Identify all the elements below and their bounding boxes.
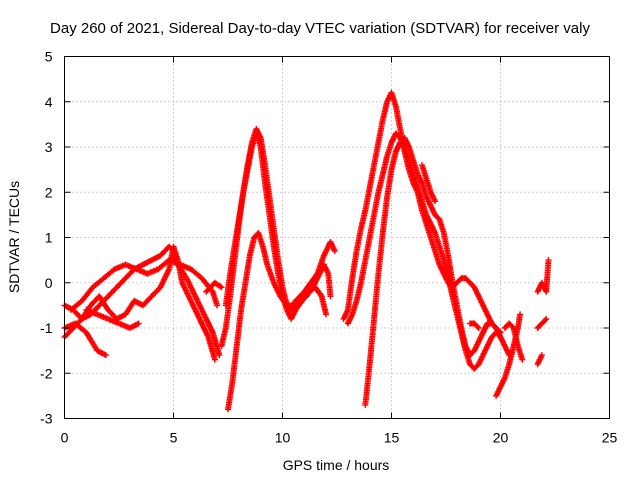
- series-arc-n: [467, 320, 482, 331]
- series-arc-i: [218, 130, 330, 350]
- plus-markers: [467, 320, 482, 331]
- series-arc-c: [61, 243, 223, 359]
- axis-ticks: 0 5 10 15 20 25 -3 -2 -1 0 1 2 3 4 5: [40, 49, 617, 446]
- plus-markers: [203, 279, 225, 295]
- series-arc-s: [534, 257, 552, 295]
- plus-markers: [534, 257, 552, 295]
- y-tick-label: 4: [45, 94, 53, 110]
- plus-markers: [534, 352, 545, 368]
- series-arc-m: [419, 162, 439, 205]
- plus-markers: [534, 315, 550, 331]
- y-tick-label: 3: [45, 139, 53, 155]
- plus-markers: [419, 162, 439, 205]
- y-tick-label: 0: [45, 275, 53, 291]
- plus-markers: [61, 243, 218, 363]
- plus-markers: [218, 130, 330, 350]
- series-arc-q: [534, 352, 545, 368]
- x-tick-label: 5: [170, 430, 178, 446]
- series-arc-f: [203, 279, 225, 295]
- plus-markers: [340, 89, 504, 336]
- plus-markers: [61, 243, 223, 359]
- y-tick-label: 1: [45, 230, 53, 246]
- series-arc-j: [340, 89, 504, 336]
- y-tick-label: 2: [45, 184, 53, 200]
- series-arc-r: [534, 315, 550, 331]
- x-tick-label: 25: [602, 430, 618, 446]
- x-axis-label: GPS time / hours: [283, 457, 390, 473]
- plus-markers: [61, 320, 109, 359]
- y-tick-label: -2: [40, 365, 53, 381]
- series-arc-b: [61, 320, 109, 359]
- chart-title: Day 260 of 2021, Sidereal Day-to-day VTE…: [50, 20, 590, 37]
- y-tick-label: -3: [40, 411, 53, 427]
- plus-markers: [501, 320, 526, 363]
- y-tick-label: 5: [45, 49, 53, 65]
- data-points: [61, 89, 552, 413]
- series-arc-p: [501, 320, 526, 363]
- series-arc-h: [225, 230, 334, 413]
- series-arc-a: [61, 243, 218, 363]
- x-tick-label: 15: [384, 430, 400, 446]
- plus-markers: [362, 134, 513, 408]
- series-arc-e: [83, 306, 142, 331]
- x-tick-label: 0: [61, 430, 69, 446]
- plus-markers: [83, 306, 142, 331]
- y-tick-label: -1: [40, 320, 53, 336]
- y-axis-label: SDTVAR / TECUs: [6, 181, 22, 293]
- x-tick-label: 20: [493, 430, 509, 446]
- series-arc-l: [362, 134, 513, 408]
- x-tick-label: 10: [275, 430, 291, 446]
- plus-markers: [225, 230, 334, 413]
- grid-lines: [64, 56, 610, 419]
